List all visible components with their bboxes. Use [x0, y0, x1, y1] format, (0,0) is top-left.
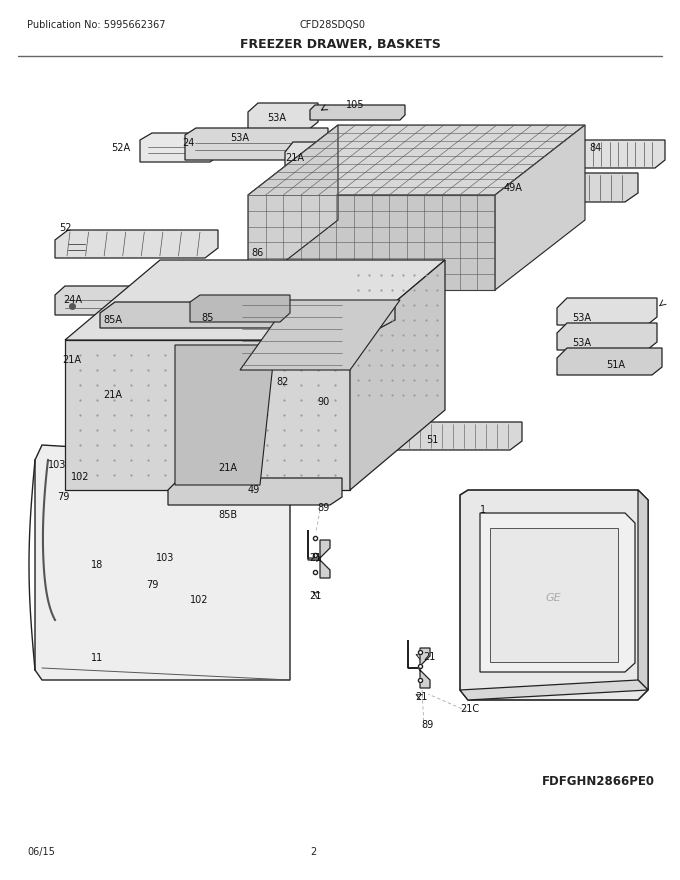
- Polygon shape: [557, 348, 662, 375]
- Text: 21: 21: [309, 591, 321, 601]
- Text: 89: 89: [421, 720, 433, 730]
- Text: 21A: 21A: [103, 390, 122, 400]
- Text: 82: 82: [277, 377, 289, 387]
- Text: 86: 86: [252, 248, 264, 258]
- Polygon shape: [140, 133, 222, 162]
- Text: 21A: 21A: [286, 153, 305, 163]
- Text: 105: 105: [345, 100, 364, 110]
- Polygon shape: [65, 260, 445, 340]
- Text: 49: 49: [248, 485, 260, 495]
- Text: CFD28SDQS0: CFD28SDQS0: [300, 20, 366, 30]
- Text: FREEZER DRAWER, BASKETS: FREEZER DRAWER, BASKETS: [239, 38, 441, 51]
- Text: 21A: 21A: [218, 463, 237, 473]
- Text: 24A: 24A: [63, 295, 82, 305]
- Text: Publication No: 5995662367: Publication No: 5995662367: [27, 20, 165, 30]
- Polygon shape: [248, 125, 338, 290]
- Text: 52: 52: [58, 223, 71, 233]
- Polygon shape: [215, 467, 300, 495]
- Polygon shape: [285, 142, 368, 168]
- Polygon shape: [185, 128, 328, 160]
- Polygon shape: [168, 478, 342, 505]
- Polygon shape: [490, 173, 638, 202]
- Text: 21: 21: [423, 652, 435, 662]
- Polygon shape: [308, 530, 330, 578]
- Text: 89: 89: [317, 503, 329, 513]
- Text: 21: 21: [309, 553, 321, 563]
- Polygon shape: [55, 230, 218, 258]
- Polygon shape: [460, 490, 648, 700]
- Text: 21C: 21C: [460, 704, 479, 714]
- Text: 24: 24: [182, 138, 194, 148]
- Text: 90: 90: [318, 397, 330, 407]
- Polygon shape: [65, 340, 350, 490]
- Polygon shape: [55, 286, 168, 315]
- Text: 06/15: 06/15: [27, 847, 55, 857]
- Polygon shape: [190, 295, 290, 322]
- Polygon shape: [248, 103, 318, 130]
- Text: 51A: 51A: [607, 360, 626, 370]
- Polygon shape: [350, 260, 445, 490]
- Polygon shape: [100, 302, 395, 328]
- Polygon shape: [495, 125, 585, 290]
- Text: FDFGHN2866PE0: FDFGHN2866PE0: [542, 775, 655, 788]
- Polygon shape: [530, 140, 665, 168]
- Text: 21: 21: [415, 692, 427, 702]
- Text: 18: 18: [91, 560, 103, 570]
- Text: 1: 1: [480, 505, 486, 515]
- Polygon shape: [310, 105, 405, 120]
- Polygon shape: [557, 323, 657, 350]
- Polygon shape: [408, 640, 430, 688]
- Text: 102: 102: [190, 595, 208, 605]
- Polygon shape: [350, 422, 522, 450]
- Text: 53A: 53A: [267, 113, 286, 123]
- Text: 85B: 85B: [218, 510, 237, 520]
- Text: 53A: 53A: [573, 338, 592, 348]
- Polygon shape: [248, 125, 585, 195]
- Text: 53A: 53A: [573, 313, 592, 323]
- Text: 79: 79: [57, 492, 69, 502]
- Polygon shape: [480, 513, 635, 672]
- Text: 103: 103: [156, 553, 174, 563]
- Polygon shape: [490, 528, 618, 662]
- Text: 2: 2: [310, 847, 316, 857]
- Polygon shape: [175, 345, 275, 485]
- Text: 85: 85: [202, 313, 214, 323]
- Polygon shape: [557, 298, 657, 325]
- Text: 52A: 52A: [112, 143, 131, 153]
- Text: 49A: 49A: [504, 183, 522, 193]
- Polygon shape: [35, 445, 290, 680]
- Polygon shape: [240, 300, 400, 370]
- Text: 79: 79: [146, 580, 158, 590]
- Text: 51: 51: [426, 435, 438, 445]
- Text: 11: 11: [91, 653, 103, 663]
- Text: 21A: 21A: [63, 355, 82, 365]
- Polygon shape: [638, 490, 648, 690]
- Polygon shape: [248, 195, 495, 290]
- Text: 102: 102: [71, 472, 89, 482]
- Text: 53A: 53A: [231, 133, 250, 143]
- Text: 85A: 85A: [103, 315, 122, 325]
- Text: 84: 84: [589, 143, 601, 153]
- Text: GE: GE: [545, 593, 561, 603]
- Polygon shape: [460, 680, 648, 700]
- Text: 103: 103: [48, 460, 66, 470]
